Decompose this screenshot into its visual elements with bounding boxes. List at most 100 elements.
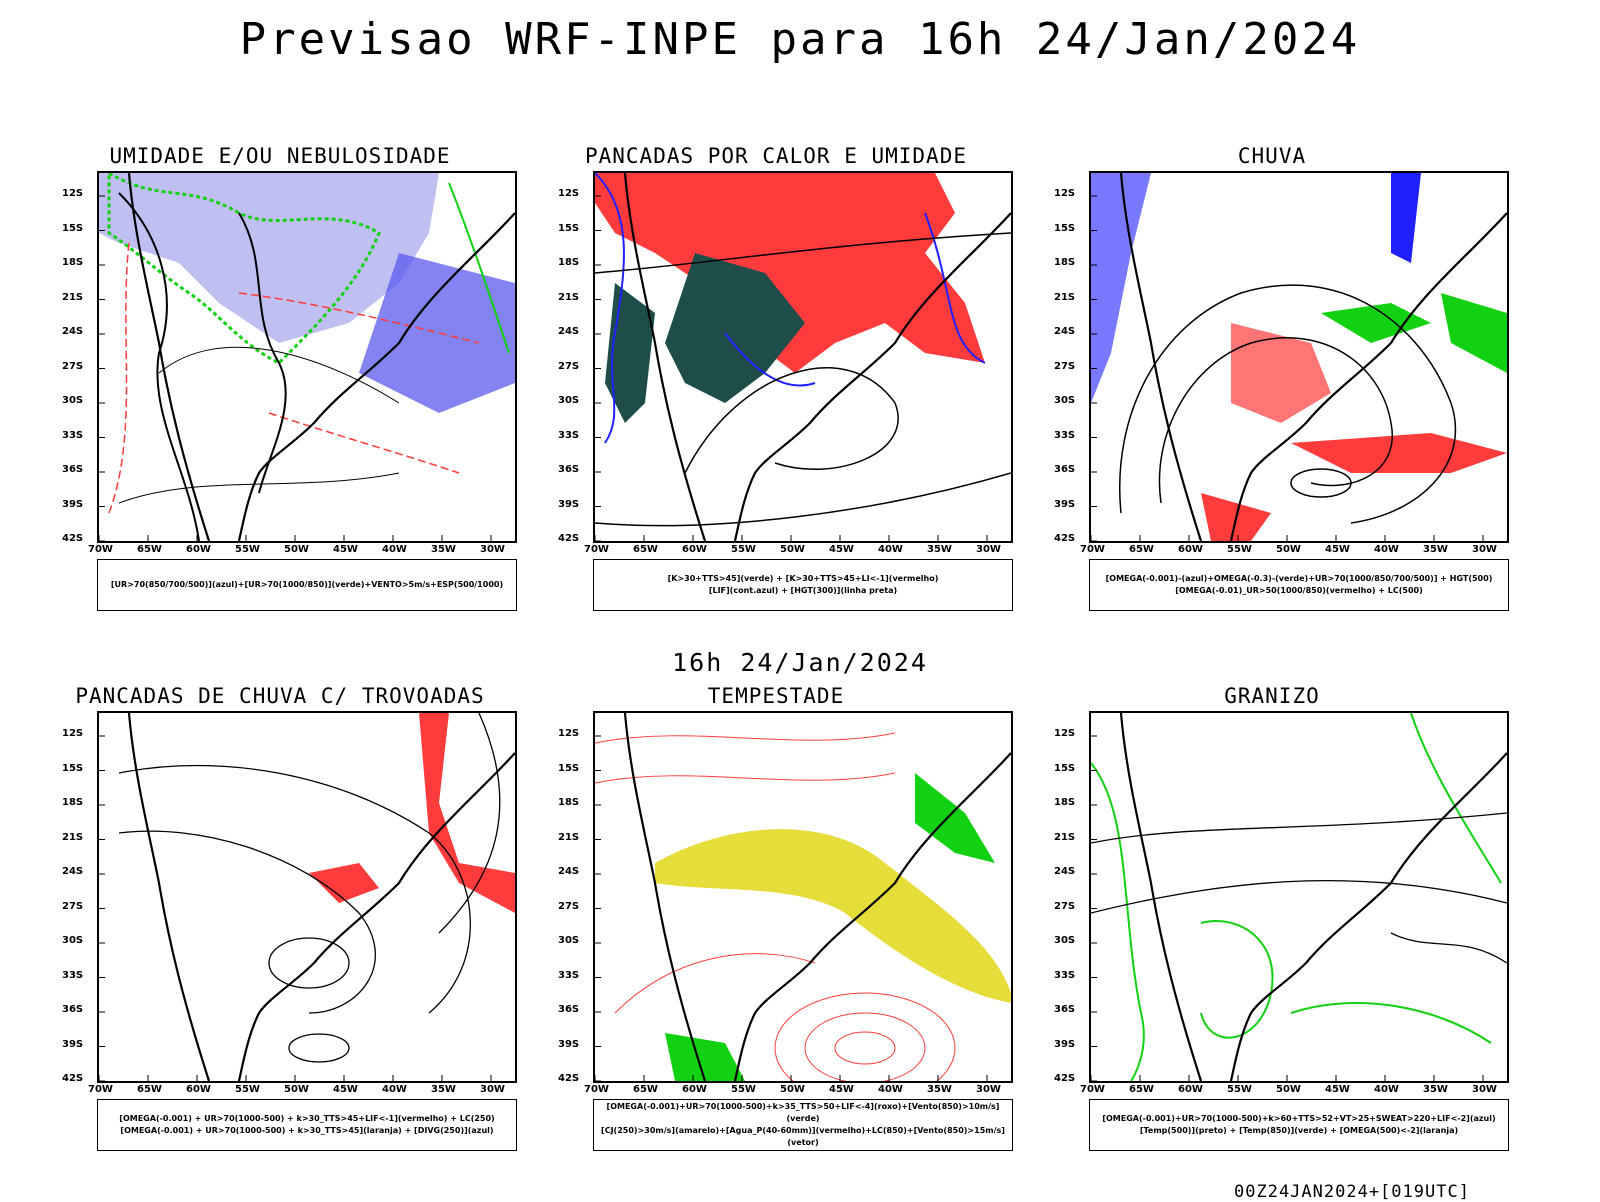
lat-tick-label: 21S: [62, 831, 84, 843]
panel-title: PANCADAS DE CHUVA C/ TROVOADAS: [75, 684, 485, 708]
lat-tick-label: 15S: [1054, 762, 1076, 774]
legend-box: [UR>70(850/700/500)](azul)+[UR>70(1000/8…: [97, 559, 517, 611]
lon-tick-label: 50W: [1276, 1084, 1301, 1095]
lat-tick-label: 36S: [62, 1004, 84, 1015]
lon-tick-label: 30W: [480, 1084, 505, 1095]
lon-tick-label: 45W: [333, 1084, 358, 1095]
map-granizo: [1089, 711, 1509, 1083]
legend-box: [OMEGA(-0.001)-(azul)+OMEGA(-0.3)-(verde…: [1089, 559, 1509, 611]
lon-tick-label: 55W: [731, 544, 756, 555]
lat-tick-label: 39S: [62, 498, 84, 510]
lat-tick-label: 42S: [558, 1073, 580, 1084]
legend-line: [OMEGA(-0.001) + UR>70(1000-500) + k>30_…: [119, 1114, 495, 1123]
lat-tick-label: 24S: [62, 326, 84, 337]
lat-tick-label: 15S: [62, 222, 84, 234]
lat-tick-label: 24S: [1054, 326, 1076, 337]
lon-tick-label: 55W: [731, 1084, 756, 1095]
lon-tick-label: 50W: [1276, 544, 1301, 555]
lon-tick-label: 40W: [878, 1084, 903, 1095]
legend-line: [CJ(250)>30m/s](amarelo)+[Agua_P(40-60mm…: [601, 1126, 1005, 1147]
lon-tick-label: 60W: [1178, 1084, 1203, 1095]
panel-title: CHUVA: [1237, 144, 1307, 168]
lat-tick-label: 21S: [558, 831, 580, 843]
lon-tick-label: 70W: [88, 544, 113, 555]
lon-tick-label: 45W: [829, 1084, 854, 1095]
panel-chuva: CHUVA 12S 15S 18S 21S 24S 27S 30S 33S 36S 39S 42S 7…: [1032, 144, 1512, 624]
lon-tick-label: 40W: [1374, 544, 1399, 555]
panel-title: GRANIZO: [1224, 684, 1320, 708]
main-title: Previsao WRF-INPE para 16h 24/Jan/2024: [239, 14, 1361, 65]
lat-tick-label: 12S: [558, 188, 580, 199]
legend-line: [OMEGA(-0.001) + UR>70(1000-500) + k>30_…: [120, 1126, 494, 1135]
lon-tick-label: 55W: [235, 544, 260, 555]
legend-line: [Temp(500)](preto) + [Temp(850)](verde) …: [1139, 1126, 1459, 1135]
lat-tick-label: 27S: [62, 900, 84, 912]
legend-line: [OMEGA(-0.001)-(azul)+OMEGA(-0.3)-(verde…: [1105, 574, 1493, 583]
lon-tick-label: 45W: [1325, 1084, 1350, 1095]
lon-tick-label: 70W: [88, 1084, 113, 1095]
model-run-stamp: 00Z24JAN2024+[019UTC]: [1234, 1182, 1470, 1202]
lat-tick-label: 18S: [1054, 797, 1076, 808]
lat-tick-label: 39S: [558, 1038, 580, 1050]
coastline: [1119, 173, 1507, 541]
lon-tick-label: 35W: [1423, 1084, 1448, 1095]
panel-pancadas-calor: PANCADAS POR CALOR E UMIDADE 12S 15S 18S 21…: [536, 144, 1016, 624]
lat-tick-label: 24S: [62, 866, 84, 877]
lat-tick-label: 42S: [62, 533, 84, 544]
lon-tick-label: 45W: [1325, 544, 1350, 555]
lat-tick-label: 33S: [62, 969, 84, 981]
lat-tick-label: 18S: [62, 257, 84, 268]
lat-tick-label: 15S: [1054, 222, 1076, 234]
lon-tick-label: 60W: [1178, 544, 1203, 555]
lat-tick-label: 15S: [62, 762, 84, 774]
lat-tick-label: 24S: [558, 866, 580, 877]
lon-tick-label: 65W: [137, 1084, 162, 1095]
lat-tick-label: 18S: [62, 797, 84, 808]
lon-tick-label: 35W: [431, 544, 456, 555]
lat-tick-label: 33S: [558, 429, 580, 441]
lat-tick-label: 36S: [558, 1004, 580, 1015]
legend-box: [K>30+TTS>45](verde) + [K>30+TTS>45+LI<-…: [593, 559, 1013, 611]
lat-tick-label: 12S: [62, 728, 84, 739]
lon-tick-label: 40W: [382, 1084, 407, 1095]
legend-line: [OMEGA(-0.001)+UR>70(1000-500)+k>60+TTS>…: [1102, 1114, 1496, 1123]
lon-tick-label: 65W: [137, 544, 162, 555]
lat-tick-label: 30S: [1054, 395, 1076, 406]
lat-tick-label: 39S: [558, 498, 580, 510]
lon-tick-label: 50W: [284, 1084, 309, 1095]
lat-tick-label: 27S: [1054, 360, 1076, 372]
map-chuva: [1089, 171, 1509, 543]
lat-tick-label: 24S: [558, 326, 580, 337]
lon-tick-label: 60W: [682, 544, 707, 555]
panel-pancadas-trovoadas: PANCADAS DE CHUVA C/ TROVOADAS 12S 15S 18S…: [40, 684, 520, 1164]
lat-tick-label: 15S: [558, 222, 580, 234]
lon-tick-label: 65W: [1129, 544, 1154, 555]
lon-tick-label: 35W: [1423, 544, 1448, 555]
lon-tick-label: 30W: [976, 1084, 1001, 1095]
lon-tick-label: 30W: [1472, 544, 1497, 555]
lon-tick-label: 65W: [633, 1084, 658, 1095]
lon-tick-label: 50W: [780, 1084, 805, 1095]
lat-tick-label: 33S: [1054, 429, 1076, 441]
map-umidade: [97, 171, 517, 543]
lon-tick-label: 60W: [186, 1084, 211, 1095]
lon-tick-label: 65W: [1129, 1084, 1154, 1095]
lat-tick-label: 39S: [1054, 498, 1076, 510]
lon-tick-label: 40W: [1374, 1084, 1399, 1095]
panel-tempestade: TEMPESTADE 12S 15S 18S 21S 24S 27S 30S 33S 36S 39…: [536, 684, 1016, 1164]
lon-tick-label: 65W: [633, 544, 658, 555]
lat-tick-label: 12S: [558, 728, 580, 739]
lon-tick-label: 55W: [235, 1084, 260, 1095]
lat-tick-label: 15S: [558, 762, 580, 774]
lon-tick-label: 70W: [584, 1084, 609, 1095]
lat-tick-label: 33S: [558, 969, 580, 981]
legend-box: [OMEGA(-0.001)+UR>70(1000-500)+k>35_TTS>…: [593, 1099, 1013, 1151]
lat-tick-label: 21S: [558, 291, 580, 303]
map-tempestade: [593, 711, 1013, 1083]
lat-tick-label: 30S: [1054, 935, 1076, 946]
panel-granizo: GRANIZO 12S 15S 18S 21S 24S 27S 30S 33S 36S 39S 42…: [1032, 684, 1512, 1164]
lon-tick-label: 45W: [829, 544, 854, 555]
lon-tick-label: 50W: [284, 544, 309, 555]
lat-tick-label: 30S: [62, 395, 84, 406]
lat-tick-label: 18S: [558, 797, 580, 808]
